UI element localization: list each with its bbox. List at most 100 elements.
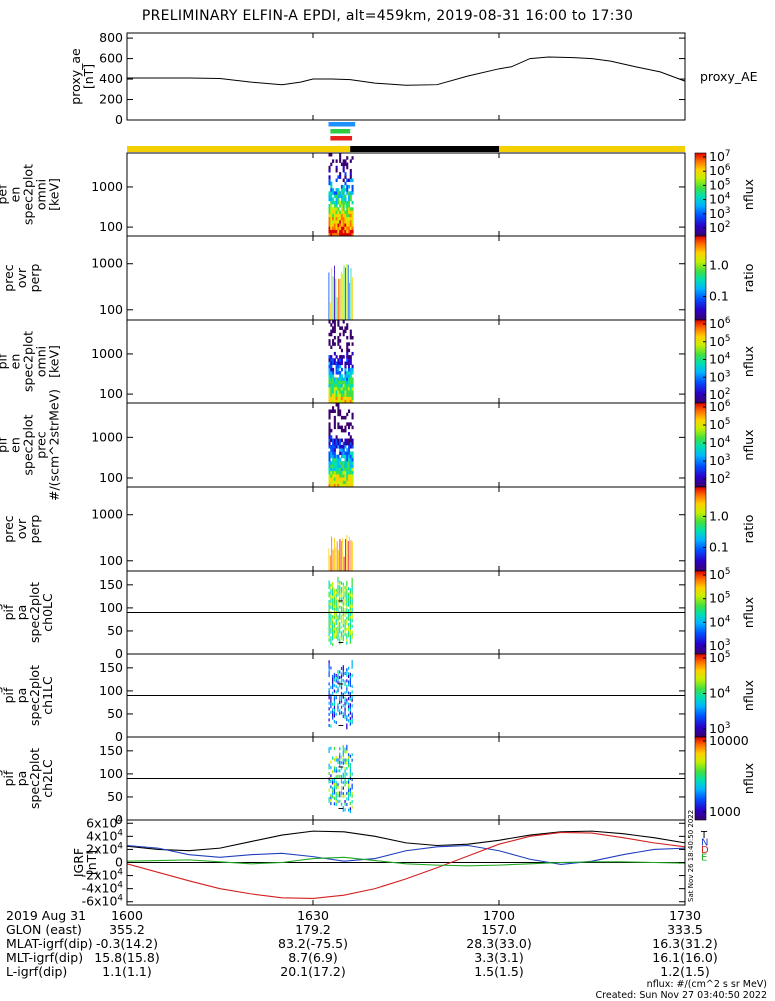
spectrogram-cell <box>337 576 339 580</box>
spectrogram-cell <box>340 415 343 420</box>
spectrogram-cell <box>335 775 337 779</box>
spectrogram-cell <box>328 175 331 179</box>
spectrogram-cell <box>349 332 352 337</box>
spectrogram-cell <box>349 393 352 397</box>
spectrogram-cell <box>339 374 342 378</box>
spectrogram-cell <box>351 715 353 719</box>
spectrogram-cell <box>347 399 351 404</box>
spectrogram-cell <box>332 387 335 391</box>
spectrogram-cell <box>337 681 339 685</box>
spectrogram-cell <box>346 387 349 391</box>
spectrogram-cell <box>351 213 354 218</box>
spectrogram-cell <box>342 390 345 394</box>
spectrogram-cell <box>333 390 336 394</box>
spectrogram-cell <box>332 675 334 679</box>
ratio-bar <box>336 541 338 571</box>
spectrogram-cell <box>347 229 351 234</box>
spectrogram-cell <box>339 597 341 601</box>
spectrogram-cell <box>332 620 334 624</box>
spectrogram-cell <box>333 204 336 208</box>
spectrogram-cell <box>335 470 338 475</box>
spectrogram-cell <box>340 780 343 784</box>
spectrogram-cell <box>333 719 336 724</box>
spectrogram-cell <box>332 329 335 334</box>
spectrogram-cell <box>335 200 338 205</box>
elg_pef_en-ytick-label: 1000 <box>91 179 123 194</box>
spectrogram-cell <box>337 477 340 481</box>
ratio-bar <box>347 540 349 571</box>
spectrogram-cell <box>335 758 337 762</box>
spectrogram-cell <box>344 808 346 812</box>
spectrogram-cell <box>349 329 352 334</box>
spectrogram-cell <box>337 678 339 682</box>
spectrogram-cell <box>333 383 336 388</box>
spectrogram-cell <box>332 615 334 619</box>
spectrogram-cell <box>340 387 343 391</box>
spectrogram-cell <box>340 589 343 593</box>
ratio-bar <box>347 264 349 320</box>
spectrogram-cell <box>347 756 350 760</box>
spectrogram-cell <box>342 582 344 586</box>
spectrogram-cell <box>330 625 332 629</box>
spectrogram-cell <box>349 787 351 792</box>
spectrogram-cell <box>330 191 333 195</box>
spectrogram-cell <box>333 796 336 800</box>
spectrogram-cell <box>339 638 341 642</box>
colorbar-tick-label: 1.0 <box>709 508 729 523</box>
elg_pif_pa_ch0-ylabel-word: pa <box>14 605 29 621</box>
spectrogram-cell <box>349 445 352 449</box>
spectrogram-cell <box>340 786 343 790</box>
ratio-bar <box>340 271 342 320</box>
spectrogram-cell <box>349 607 351 611</box>
spectrogram-cell <box>351 673 353 677</box>
spectrogram-cell <box>333 591 336 595</box>
prec_ovr_perp_e-ylabel-word: perp <box>27 264 42 293</box>
spectrogram-cell <box>344 680 346 684</box>
spectrogram-cell <box>344 619 346 623</box>
footer-value: 16.1(16.0) <box>652 950 718 965</box>
spectrogram-cell <box>339 769 341 773</box>
spectrogram-cell <box>351 660 353 664</box>
colorbar-label-text: nflux <box>741 680 756 711</box>
spectrogram-cell <box>340 791 343 795</box>
spectrogram-cell <box>328 213 331 218</box>
spectrogram-cell <box>339 361 342 365</box>
spectrogram-cell <box>332 618 334 622</box>
spectrogram-cell <box>328 223 331 227</box>
spectrogram-cell <box>335 367 338 372</box>
ratio-bar <box>349 536 350 571</box>
footer-value: 333.5 <box>667 922 703 937</box>
spectrogram-cell <box>346 323 349 327</box>
colorbar-label-text: nflux <box>741 763 756 794</box>
spectrogram-cell <box>346 232 349 237</box>
spectrogram-cell <box>349 703 351 707</box>
spectrogram-cell <box>346 213 349 218</box>
spectrogram-cell <box>344 329 347 334</box>
proxy-ae-ylabel: proxy_ae[nT] <box>68 48 96 105</box>
spectrogram-cell <box>342 621 344 625</box>
spectrogram-cell <box>335 207 338 211</box>
spectrogram-cell <box>337 637 339 641</box>
spectrogram-cell <box>330 438 333 443</box>
spectrogram-cell <box>328 332 331 337</box>
spectrogram-cell <box>347 425 351 430</box>
spectrogram-cell <box>339 204 342 208</box>
spectrogram-cell <box>330 226 333 230</box>
spectrogram-cell <box>340 711 343 715</box>
spectrogram-cell <box>328 591 330 595</box>
spectrogram-cell <box>335 679 337 683</box>
spectrogram-cell <box>344 172 347 176</box>
spectrogram-cell <box>339 613 341 617</box>
spectrogram-cell <box>349 358 352 362</box>
spectrogram-cell <box>351 613 353 617</box>
spectrogram-cell <box>335 371 338 375</box>
spectrogram-cell <box>328 216 331 221</box>
spectrogram-cell <box>340 477 343 481</box>
spectrogram-cell <box>328 197 331 202</box>
spectrogram-cell <box>347 598 350 602</box>
spectrogram-cell <box>335 168 338 173</box>
colorbar-elg_pef_en <box>694 152 707 237</box>
spectrogram-cell <box>342 695 344 699</box>
spectrogram-cell <box>346 483 349 488</box>
